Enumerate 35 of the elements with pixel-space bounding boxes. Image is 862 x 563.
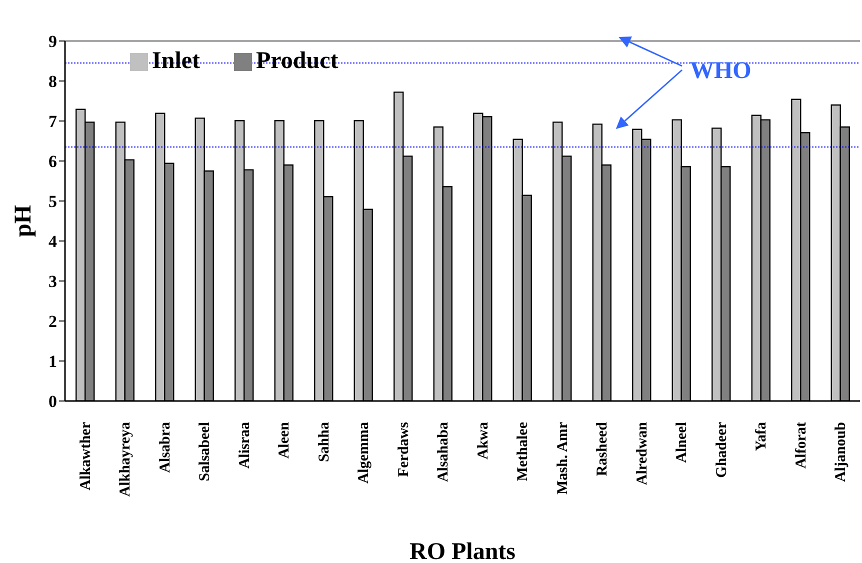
x-tick-label: Alkawther xyxy=(78,422,94,490)
x-tick-label: Alforat xyxy=(793,422,810,469)
y-tick-label: 6 xyxy=(48,152,57,172)
x-tick-label: Methalee xyxy=(515,422,532,482)
x-tick-label: Alredwan xyxy=(634,421,650,486)
legend-label: Product xyxy=(256,48,338,74)
y-tick-label: 5 xyxy=(48,192,57,212)
y-tick-label: 8 xyxy=(48,72,57,92)
x-tick-label: Algemma xyxy=(356,422,372,484)
x-tick-label: Alsahaba xyxy=(436,422,452,482)
y-tick-label: 3 xyxy=(48,272,57,292)
x-tick-label: Sahha xyxy=(316,422,332,462)
x-tick-label: Alsabra xyxy=(157,422,174,473)
y-tick-label: 7 xyxy=(48,112,58,132)
annotation: WHO xyxy=(690,58,752,84)
x-tick-label: Akwa xyxy=(475,422,492,460)
x-tick-label: Alneel xyxy=(674,422,690,463)
x-tick-label: Alkhayreya xyxy=(118,422,134,497)
y-tick-label: 9 xyxy=(48,32,57,52)
y-axis-title: pH xyxy=(10,204,37,238)
x-tick-label: Rasheed xyxy=(594,421,611,476)
x-tick-label: Mash. Amr xyxy=(554,422,571,494)
x-tick-label: Salsabeel xyxy=(197,422,214,482)
x-tick-label: Alisraa xyxy=(236,422,253,469)
x-tick-label: Aljanoub xyxy=(833,422,850,482)
y-tick-label: 4 xyxy=(48,232,58,252)
y-tick-label: 2 xyxy=(48,312,57,332)
x-tick-label: Ghadeer xyxy=(714,422,730,478)
x-axis-title: RO Plants xyxy=(409,539,516,563)
legend-label: Inlet xyxy=(152,48,200,74)
x-tick-label: Yafa xyxy=(754,422,770,452)
x-tick-label: Aleen xyxy=(276,421,293,459)
y-tick-label: 0 xyxy=(48,392,57,412)
x-tick-label: Ferdaws xyxy=(396,422,412,477)
y-tick-label: 1 xyxy=(48,352,57,372)
